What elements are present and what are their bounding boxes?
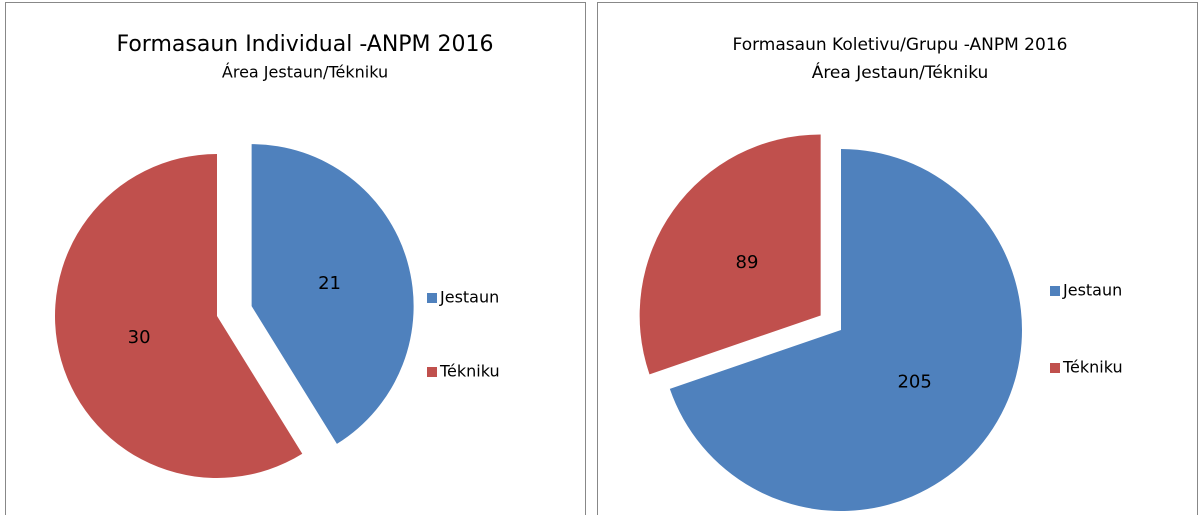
data-label: 21 bbox=[318, 273, 341, 294]
data-label: 205 bbox=[897, 372, 931, 393]
legend-swatch bbox=[1050, 286, 1060, 296]
legend-label: Tékniku bbox=[439, 362, 500, 381]
legend-label: Jestaun bbox=[1062, 281, 1122, 300]
legend-swatch bbox=[427, 293, 437, 303]
legend-label: Jestaun bbox=[439, 288, 499, 307]
chart-title: Formasaun Individual -ANPM 2016 bbox=[116, 32, 493, 57]
pie-slice bbox=[639, 134, 821, 375]
legend-swatch bbox=[1050, 363, 1060, 373]
pie-slice bbox=[251, 144, 414, 444]
data-label: 89 bbox=[736, 252, 759, 273]
data-label: 30 bbox=[128, 327, 151, 348]
chart-subtitle: Área Jestaun/Tékniku bbox=[812, 61, 989, 83]
pie-slice bbox=[54, 154, 303, 479]
legend-label: Tékniku bbox=[1062, 358, 1123, 377]
chart-subtitle: Área Jestaun/Tékniku bbox=[222, 63, 388, 82]
legend-swatch bbox=[427, 367, 437, 377]
chart-title: Formasaun Koletivu/Grupu -ANPM 2016 bbox=[733, 35, 1068, 55]
pie-slice bbox=[669, 149, 1022, 512]
